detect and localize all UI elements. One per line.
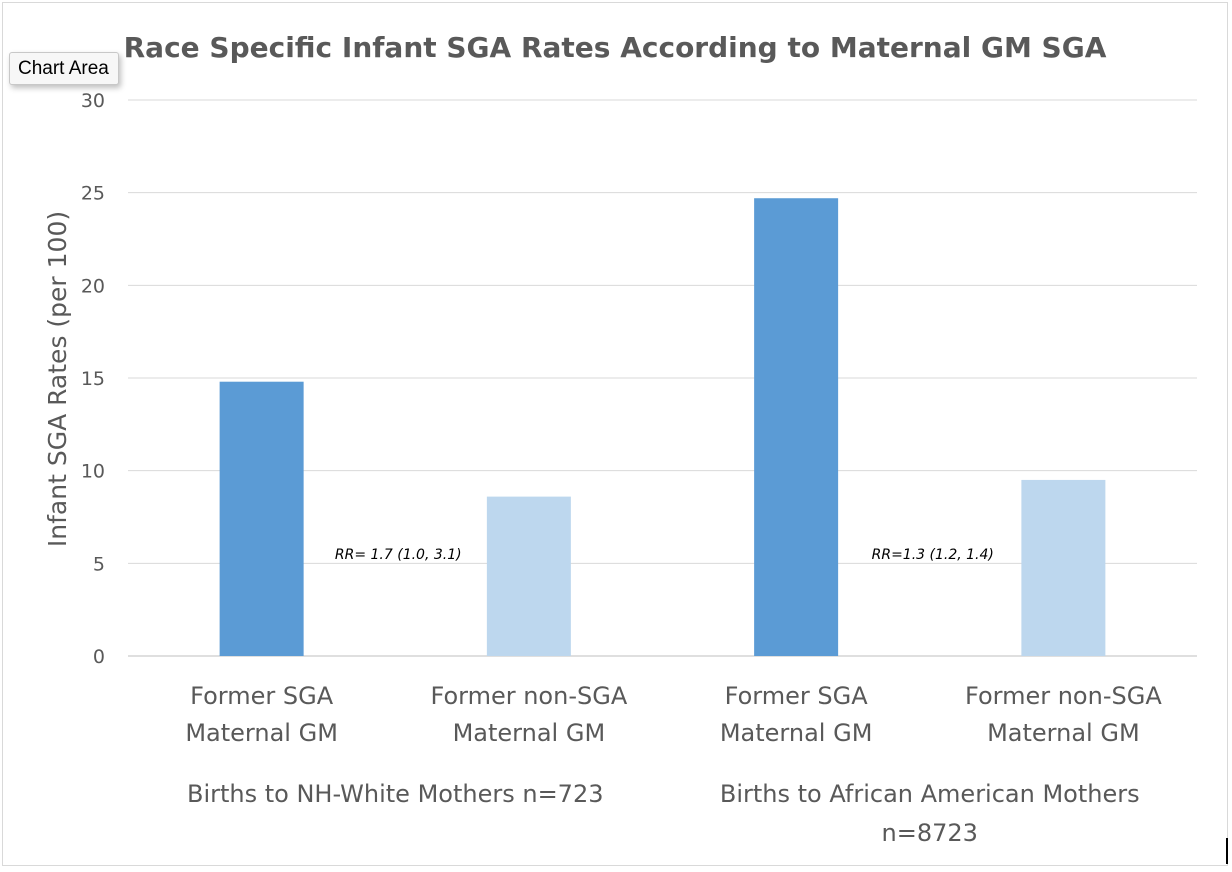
rr-annotation: RR= 1.7 (1.0, 3.1) (335, 547, 462, 563)
y-tick-label: 30 (81, 90, 105, 112)
text-cursor (1226, 838, 1228, 864)
bar[interactable] (486, 496, 571, 656)
category-label: Former SGA (190, 682, 334, 710)
y-tick-label: 20 (81, 275, 105, 297)
bars (219, 198, 1106, 656)
y-axis-label: Infant SGA Rates (per 100) (43, 211, 72, 547)
annotations: RR= 1.7 (1.0, 3.1) RR=1.3 (1.2, 1.4) (335, 547, 994, 563)
group-label: n=8723 (882, 819, 978, 847)
y-tick-label: 5 (93, 553, 105, 575)
bar[interactable] (754, 198, 839, 656)
y-tick-label: 25 (81, 183, 105, 205)
category-label: Former SGA (725, 682, 869, 710)
y-axis-ticks: 0 5 10 15 20 25 30 (81, 90, 105, 668)
group-labels: Births to NH-White Mothers n=723 Births t… (187, 780, 1140, 847)
group-label: Births to African American Mothers (720, 780, 1140, 808)
y-tick-label: 10 (81, 461, 105, 483)
chart-title: Race Specific Infant SGA Rates According… (124, 31, 1107, 64)
y-tick-label: 0 (93, 646, 105, 668)
bar[interactable] (1021, 479, 1106, 656)
category-label: Maternal GM (987, 719, 1140, 747)
category-label: Former non-SGA (431, 682, 628, 710)
y-tick-label: 15 (81, 368, 105, 390)
bar[interactable] (219, 381, 304, 656)
rr-annotation: RR=1.3 (1.2, 1.4) (872, 547, 994, 563)
category-label: Former non-SGA (965, 682, 1162, 710)
group-label: Births to NH-White Mothers n=723 (187, 780, 603, 808)
chart-area-tooltip: Chart Area (9, 52, 119, 85)
category-label: Maternal GM (185, 719, 338, 747)
category-label: Maternal GM (720, 719, 873, 747)
category-labels: Former SGA Maternal GM Former non-SGA Mater… (185, 682, 1162, 747)
gridlines (128, 99, 1197, 657)
category-label: Maternal GM (453, 719, 606, 747)
